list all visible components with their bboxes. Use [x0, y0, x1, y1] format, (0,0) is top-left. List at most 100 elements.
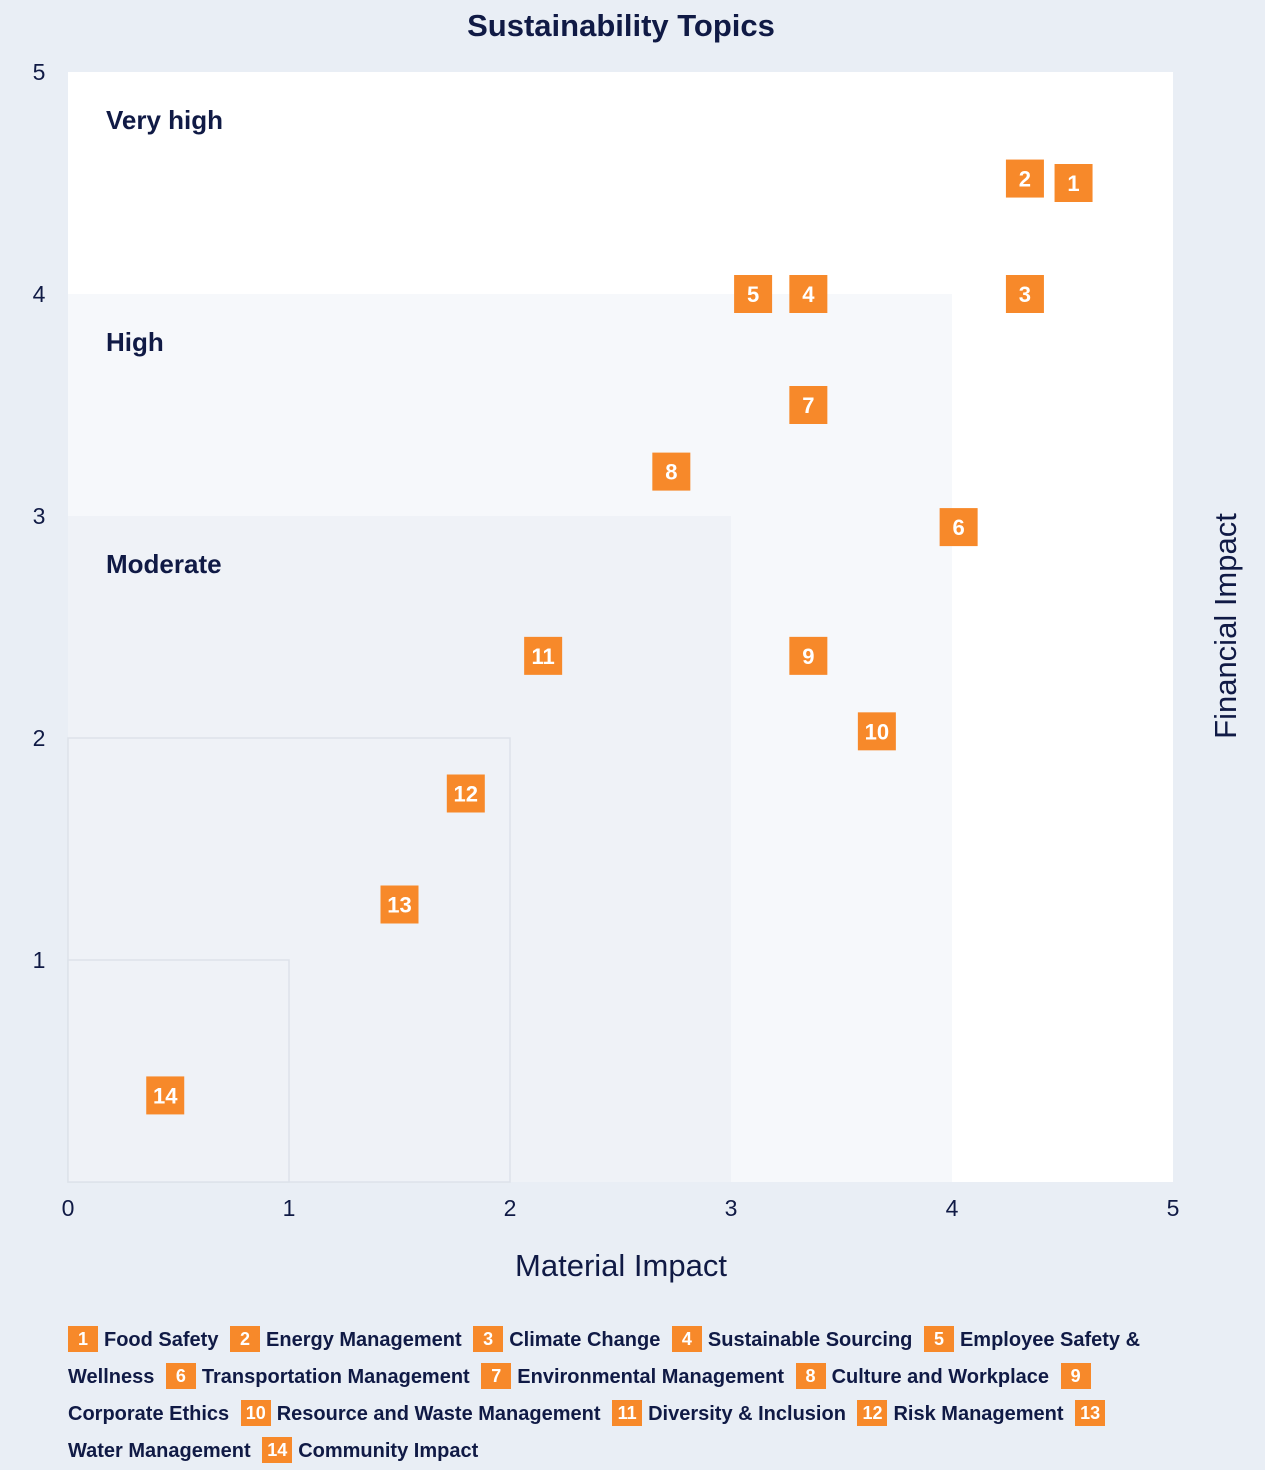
y-tick-3: 3 — [33, 503, 46, 529]
x-tick-0: 0 — [62, 1195, 75, 1221]
legend-label-4: Sustainable Sourcing — [707, 1329, 913, 1351]
marker-label-12: 12 — [454, 782, 478, 807]
topic-marker-5: 5 — [734, 275, 773, 313]
marker-label-14: 14 — [153, 1083, 178, 1108]
legend-item-4: 4 Sustainable Sourcing — [671, 1326, 918, 1352]
marker-box-12 — [446, 774, 485, 813]
marker-box-2 — [1005, 159, 1044, 198]
legend-badge-2: 2 — [230, 1326, 261, 1352]
legend-item-3: 3 Climate Change — [473, 1326, 666, 1352]
x-axis-label: Material Impact — [515, 1248, 727, 1283]
legend-item-13: 13 Water Management — [68, 1400, 1111, 1462]
topic-marker-1: 1 — [1054, 164, 1093, 202]
legend-item-7: 7 Environmental Management — [481, 1363, 790, 1389]
legend-item-12: 12 Risk Management — [857, 1400, 1069, 1426]
legend-label-1: Food Safety — [104, 1329, 219, 1351]
marker-box-6 — [939, 508, 978, 547]
legend-badge-6: 6 — [165, 1363, 196, 1389]
marker-box-9 — [789, 636, 828, 675]
x-tick-5: 5 — [1167, 1195, 1180, 1221]
topic-marker-13: 13 — [380, 885, 419, 924]
x-tick-4: 4 — [946, 1195, 959, 1221]
topic-marker-7: 7 — [789, 386, 828, 424]
legend: 1 Food Safety 2 Energy Management 3 Climate… — [68, 1322, 1158, 1470]
legend-badge-8: 8 — [795, 1363, 826, 1389]
marker-label-9: 9 — [802, 644, 814, 669]
y-axis-label: Financial Impact — [1208, 513, 1243, 739]
legend-label-7: Environmental Management — [517, 1366, 784, 1388]
y-axis-ticks: 1 2 3 4 5 — [33, 59, 46, 973]
marker-box-5 — [734, 275, 773, 313]
marker-label-8: 8 — [665, 460, 677, 485]
legend-badge-14: 14 — [262, 1437, 293, 1463]
legend-label-6: Transportation Management — [201, 1366, 470, 1388]
marker-box-10 — [857, 712, 896, 751]
marker-label-6: 6 — [953, 515, 965, 540]
legend-item-10: 10 Resource and Waste Management — [240, 1400, 607, 1426]
marker-box-8 — [652, 452, 691, 491]
legend-label-13: Water Management — [68, 1440, 251, 1462]
topic-marker-10: 10 — [857, 712, 896, 751]
topic-marker-11: 11 — [524, 636, 563, 675]
marker-label-5: 5 — [747, 282, 759, 307]
legend-badge-5: 5 — [923, 1326, 954, 1352]
topic-marker-4: 4 — [789, 275, 828, 313]
chart-title: Sustainability Topics — [467, 8, 775, 43]
marker-box-4 — [789, 275, 828, 313]
y-tick-4: 4 — [33, 281, 46, 307]
legend-item-14: 14 Community Impact — [262, 1437, 484, 1463]
x-tick-1: 1 — [283, 1195, 296, 1221]
marker-label-1: 1 — [1067, 171, 1079, 196]
marker-label-2: 2 — [1019, 167, 1031, 192]
legend-label-2: Energy Management — [266, 1329, 462, 1351]
marker-box-11 — [524, 636, 563, 675]
marker-box-13 — [380, 885, 419, 924]
zone-labels: Very high High Moderate — [106, 105, 223, 579]
legend-label-3: Climate Change — [509, 1329, 661, 1351]
legend-label-8: Culture and Workplace — [831, 1366, 1050, 1388]
legend-label-11: Diversity & Inclusion — [648, 1403, 846, 1425]
zone-label-1: High — [106, 327, 164, 357]
marker-box-1 — [1054, 164, 1093, 202]
legend-item-8: 8 Culture and Workplace — [795, 1363, 1055, 1389]
legend-label-14: Community Impact — [298, 1440, 479, 1462]
marker-box-7 — [789, 386, 828, 424]
legend-item-5: 5 Employee Safety & Wellness — [68, 1326, 1141, 1388]
y-tick-2: 2 — [33, 725, 46, 751]
legend-item-1: 1 Food Safety — [68, 1326, 224, 1352]
topic-marker-2: 2 — [1005, 159, 1044, 198]
x-tick-3: 3 — [725, 1195, 738, 1221]
x-tick-2: 2 — [504, 1195, 517, 1221]
marker-label-7: 7 — [802, 393, 814, 418]
legend-item-9: 9 Corporate Ethics — [68, 1363, 1097, 1425]
marker-box-14 — [146, 1076, 185, 1115]
legend-item-11: 11 Diversity & Inclusion — [612, 1400, 852, 1426]
legend-label-12: Risk Management — [893, 1403, 1064, 1425]
impact-zones — [67, 72, 1173, 1183]
legend-badge-11: 11 — [612, 1400, 643, 1426]
legend-label-5: Employee Safety & Wellness — [68, 1329, 1141, 1388]
zone-4 — [67, 959, 290, 1183]
marker-label-13: 13 — [387, 893, 411, 918]
legend-badge-13: 13 — [1075, 1400, 1106, 1426]
marker-box-3 — [1005, 275, 1044, 313]
y-tick-1: 1 — [33, 947, 46, 973]
legend-badge-12: 12 — [857, 1400, 888, 1426]
zone-label-2: Moderate — [106, 549, 222, 579]
topic-marker-6: 6 — [939, 508, 978, 547]
materiality-chart: Sustainability Topics Very high High Moder… — [33, 8, 1243, 1283]
legend-item-2: 2 Energy Management — [230, 1326, 468, 1352]
y-tick-5: 5 — [33, 59, 46, 85]
legend-badge-7: 7 — [481, 1363, 512, 1389]
legend-label-9: Corporate Ethics — [68, 1403, 230, 1425]
legend-item-6: 6 Transportation Management — [165, 1363, 476, 1389]
legend-label-10: Resource and Waste Management — [276, 1403, 601, 1425]
zone-label-0: Very high — [106, 105, 223, 135]
legend-badge-4: 4 — [671, 1326, 702, 1352]
topic-marker-8: 8 — [652, 452, 691, 491]
topic-marker-3: 3 — [1005, 275, 1044, 313]
marker-label-11: 11 — [532, 644, 555, 669]
legend-badge-10: 10 — [240, 1400, 271, 1426]
marker-label-10: 10 — [865, 719, 889, 744]
legend-badge-3: 3 — [473, 1326, 504, 1352]
